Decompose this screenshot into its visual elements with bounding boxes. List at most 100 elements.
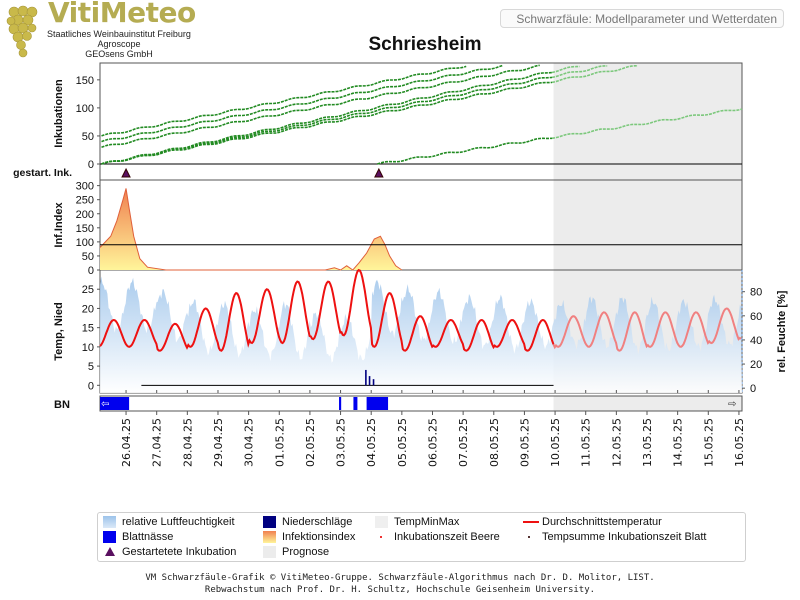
infection-index-tick-label: 100 xyxy=(76,237,94,249)
infection-index-tick-label: 300 xyxy=(76,181,94,193)
vitimeteo-logo: VitiMeteo Staatliches Weinbauinstitut Fr… xyxy=(4,0,196,59)
x-tick-label: 04.05.25 xyxy=(365,418,378,467)
chart-title: Schriesheim xyxy=(368,34,482,55)
humidity-tick-label: 80 xyxy=(750,287,762,299)
temperature-tick-label: 0 xyxy=(88,380,94,392)
incubation-series-forecast-4 xyxy=(551,65,608,79)
x-tick-label: 13.05.25 xyxy=(641,418,654,467)
temperature-tick-label: 25 xyxy=(82,284,94,296)
footer-line-2: Rebwachstum nach Prof. Dr. H. Schultz, H… xyxy=(204,585,596,595)
legend-label: Gestartetete Inkubation xyxy=(122,546,237,558)
x-tick-label: 06.05.25 xyxy=(426,418,439,467)
incubation-series-forecast-6 xyxy=(551,108,743,140)
infection-swatch xyxy=(263,531,276,543)
temperature-swatch xyxy=(523,521,539,523)
humidity-swatch xyxy=(103,516,116,528)
incubation-series-forecast-5 xyxy=(551,65,638,84)
legend-label: TempMinMax xyxy=(394,516,460,528)
infection-index-line xyxy=(99,188,403,271)
x-tick-label: 01.05.25 xyxy=(273,418,286,467)
x-tick-label: 07.05.25 xyxy=(457,418,470,467)
x-tick-label: 28.04.25 xyxy=(181,418,194,467)
infection-index-tick-label: 0 xyxy=(88,265,94,277)
started-incubation-marker xyxy=(121,167,131,178)
forecast-band-bn xyxy=(553,396,742,411)
x-tick-label: 11.05.25 xyxy=(580,418,593,467)
temperature-tick-label: 5 xyxy=(88,361,94,373)
started-incubation-marker xyxy=(374,167,384,178)
infection-index-tick-label: 150 xyxy=(76,223,94,235)
x-tick-label: 09.05.25 xyxy=(518,418,531,467)
legend-label: Niederschläge xyxy=(282,516,353,528)
x-tick-label: 30.04.25 xyxy=(243,418,256,467)
incubation-tick-label: 100 xyxy=(76,103,94,115)
chart-type-label: Schwarzfäule: Modellparameter und Wetter… xyxy=(500,9,784,28)
scroll-left-icon: ⇦ xyxy=(101,399,109,410)
incubation-series-5 xyxy=(101,81,553,165)
incubation-series-forecast-3 xyxy=(551,65,580,74)
forecast-swatch xyxy=(263,546,276,558)
x-tick-label: 02.05.25 xyxy=(304,418,317,467)
x-tick-label: 10.05.25 xyxy=(549,418,562,467)
grape-icon xyxy=(6,5,38,58)
started-axis-label: gestart. Ink. xyxy=(13,167,72,179)
infection-index-tick-label: 50 xyxy=(82,251,94,263)
x-tick-label: 27.04.25 xyxy=(151,418,164,467)
incubation-tick-label: 0 xyxy=(88,159,94,171)
x-tick-label: 08.05.25 xyxy=(488,418,501,467)
leaf-wetness-bar xyxy=(339,397,342,410)
legend-label: Durchschnittstemperatur xyxy=(542,516,662,528)
humidity-tick-label: 60 xyxy=(750,311,762,323)
org-line-2: Agroscope xyxy=(97,39,141,49)
incubation-series-6 xyxy=(377,137,553,165)
legend-label: Infektionsindex xyxy=(282,531,356,543)
incubation-series-2 xyxy=(101,64,540,148)
precipitation-bar xyxy=(372,379,375,386)
berry-incubation-swatch xyxy=(380,536,382,538)
temperature-line xyxy=(99,268,555,352)
footer: VM Schwarzfäule-Grafik © VitiMeteo-Grupp… xyxy=(0,572,800,596)
temperature-axis-label: Temp, Nied xyxy=(53,302,65,360)
temperature-tick-label: 10 xyxy=(82,342,94,354)
humidity-tick-label: 20 xyxy=(750,359,762,371)
legend-label: Tempsumme Inkubationszeit Blatt xyxy=(542,531,707,543)
infection-index-tick-label: 200 xyxy=(76,209,94,221)
temperature-tick-label: 15 xyxy=(82,323,94,335)
legend-label: relative Luftfeuchtigkeit xyxy=(122,516,235,528)
x-tick-label: 14.05.25 xyxy=(672,418,685,467)
humidity-area xyxy=(100,276,742,393)
x-tick-label: 03.05.25 xyxy=(335,418,348,467)
leaf-wetness-bar xyxy=(353,397,358,410)
incubation-axis-label: Inkubationen xyxy=(53,79,65,148)
leaf-incubation-swatch xyxy=(528,536,530,538)
leaf-wetness-bar xyxy=(100,397,130,410)
incubation-tick-label: 50 xyxy=(82,131,94,143)
precip-swatch xyxy=(263,516,276,528)
legend-label: Blattnässe xyxy=(122,531,174,543)
leaf-wetness-swatch xyxy=(103,531,116,543)
org-line-1: Staatliches Weinbauinstitut Freiburg xyxy=(47,29,191,39)
org-line-3: GEOsens GmbH xyxy=(85,49,153,59)
tempminmax-swatch xyxy=(375,516,388,528)
legend-label: Inkubationszeit Beere xyxy=(394,531,500,543)
temperature-tick-label: 20 xyxy=(82,303,94,315)
footer-line-1: VM Schwarzfäule-Grafik © VitiMeteo-Grupp… xyxy=(145,573,655,583)
x-tick-label: 16.05.25 xyxy=(733,418,746,467)
x-tick-label: 05.05.25 xyxy=(396,418,409,467)
infection-index-area xyxy=(100,188,402,270)
humidity-tick-label: 40 xyxy=(750,335,762,347)
infection-index-tick-label: 250 xyxy=(76,195,94,207)
leaf-wetness-bar xyxy=(366,397,389,410)
triangle-icon xyxy=(105,547,115,556)
incubation-series-4 xyxy=(101,76,553,165)
precipitation-bar xyxy=(365,369,367,386)
incubation-series-1 xyxy=(101,64,504,143)
scroll-right-icon: ⇨ xyxy=(728,399,736,410)
x-tick-label: 12.05.25 xyxy=(610,418,623,467)
legend: relative Luftfeuchtigkeit Niederschläge Te… xyxy=(97,512,746,562)
x-tick-label: 29.04.25 xyxy=(212,418,225,467)
x-tick-label: 26.04.25 xyxy=(120,418,133,467)
infection-index-axis-label: Inf.Index xyxy=(53,202,65,248)
leaf-wetness-axis-label: BN xyxy=(54,399,70,411)
